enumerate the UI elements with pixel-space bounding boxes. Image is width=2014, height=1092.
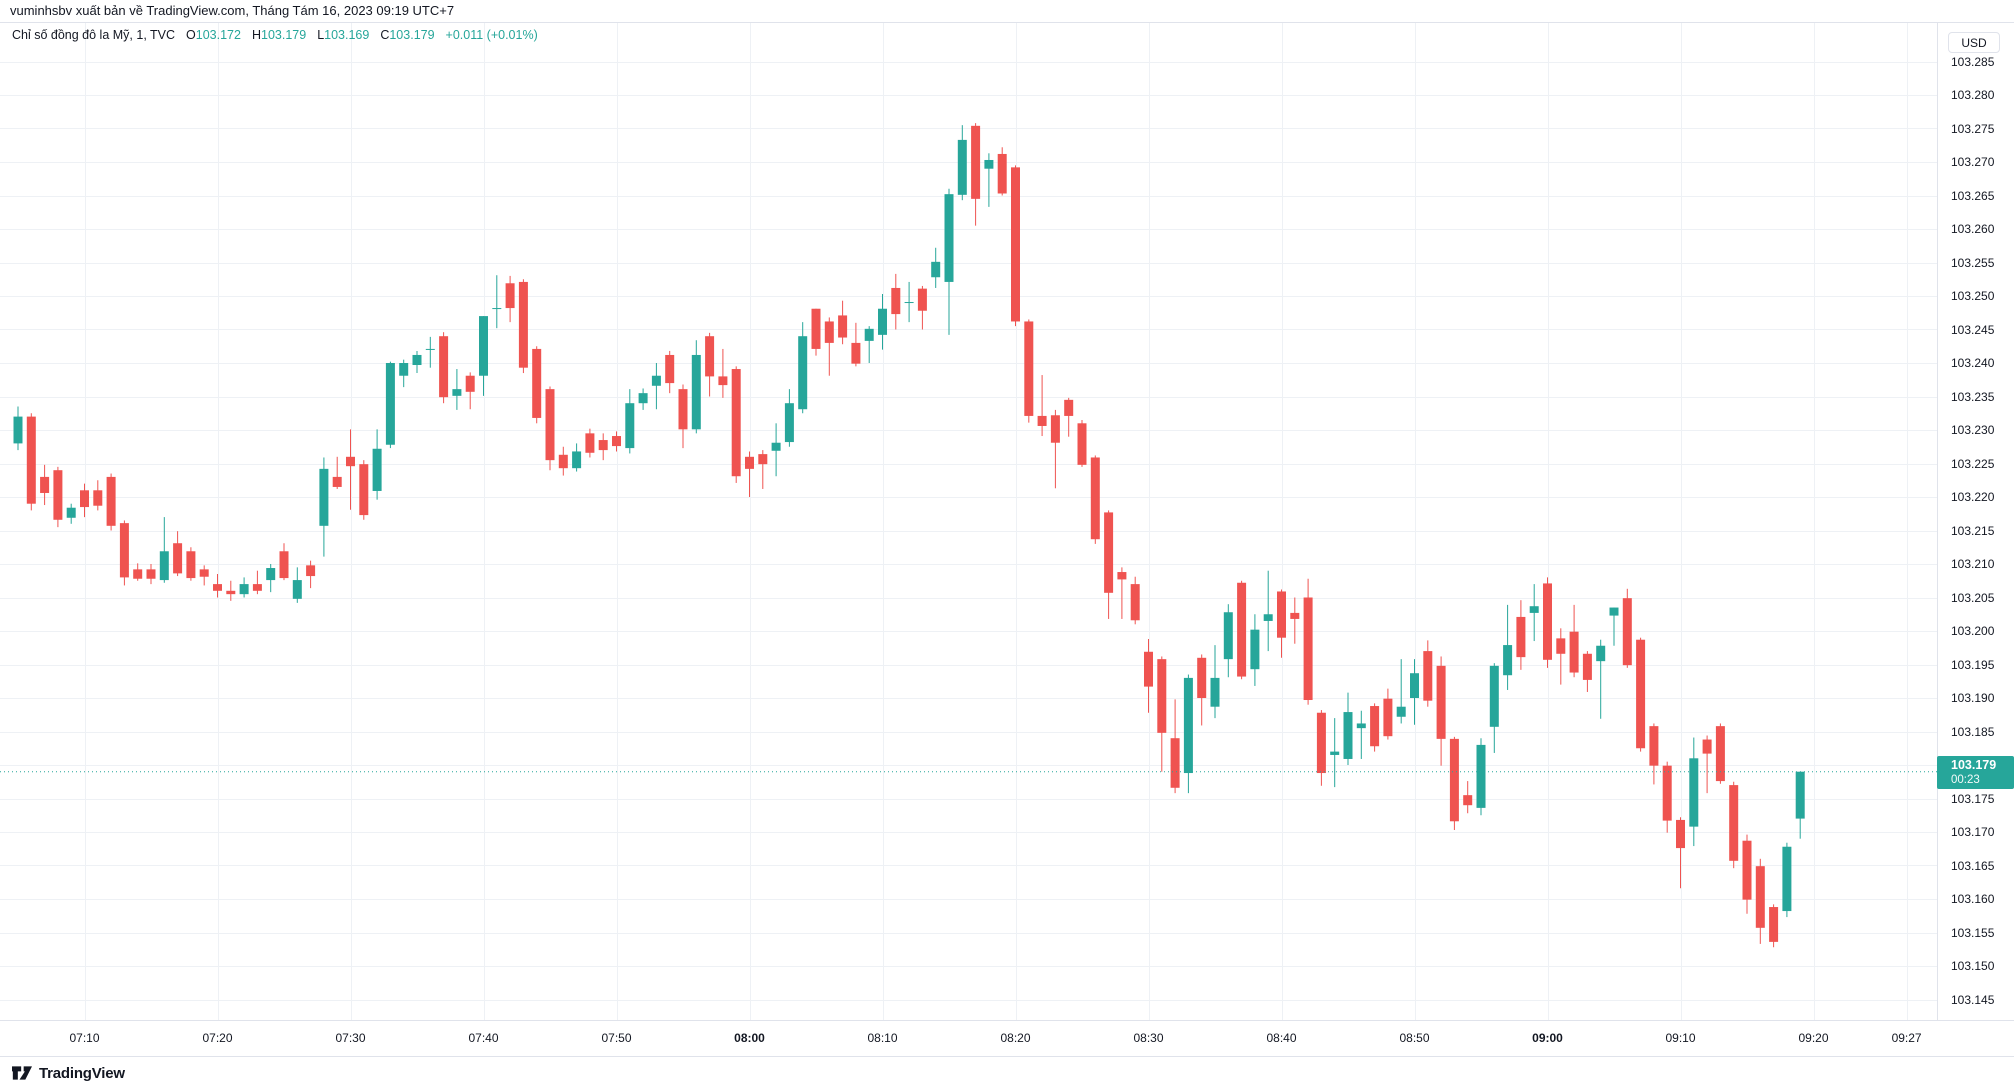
candles (13, 123, 1805, 948)
price-tick-label: 103.145 (1951, 992, 1995, 1007)
currency-unit-button[interactable]: USD (1948, 32, 2000, 53)
price-tick-label: 103.160 (1951, 892, 1995, 906)
price-tick-label: 103.210 (1951, 557, 1995, 571)
publish-bar: vuminhsbv xuất bản về TradingView.com, T… (0, 0, 2014, 22)
price-tick-label: 103.235 (1951, 389, 1995, 404)
price-axis-border (1937, 22, 1938, 1020)
price-tick-label: 103.150 (1951, 959, 1995, 973)
time-tick-label: 07:10 (69, 1031, 100, 1045)
price-tick-label: 103.155 (1951, 925, 1995, 940)
footer: TradingView (0, 1057, 2014, 1092)
symbol-title[interactable]: Chỉ số đồng đô la Mỹ, 1, TVC (12, 28, 176, 42)
price-tick-label: 103.260 (1951, 222, 1995, 236)
bar-countdown: 00:23 (1951, 773, 1980, 786)
price-tick-label: 103.200 (1951, 624, 1995, 638)
price-tick-label: 103.255 (1951, 255, 1995, 270)
tradingview-logo[interactable]: TradingView (10, 1063, 125, 1083)
time-tick-label: 07:50 (601, 1031, 632, 1045)
tradingview-logo-icon (12, 1066, 32, 1080)
price-tick-label: 103.280 (1951, 88, 1995, 102)
price-tick-label: 103.285 (1951, 54, 1995, 69)
last-price-value: 103.179 (1951, 757, 1997, 772)
pane-top-border (0, 22, 2014, 23)
time-tick-label: 07:20 (202, 1031, 233, 1045)
time-tick-label: 09:20 (1798, 1031, 1829, 1045)
time-tick-label: 08:50 (1399, 1031, 1430, 1045)
time-axis-border (0, 1020, 2014, 1021)
time-tick-label: 08:00 (734, 1031, 765, 1045)
price-tick-label: 103.250 (1951, 289, 1995, 303)
price-tick-label: 103.240 (1951, 356, 1995, 370)
time-tick-label: 09:10 (1665, 1031, 1696, 1045)
time-tick-label: 08:20 (1000, 1031, 1031, 1045)
price-tick-label: 103.220 (1951, 490, 1995, 504)
price-tick-label: 103.185 (1951, 724, 1995, 739)
time-tick-label: 08:10 (867, 1031, 898, 1045)
footer-border (0, 1056, 2014, 1057)
ohlc-close: C103.179 (380, 28, 435, 42)
price-tick-label: 103.195 (1951, 657, 1995, 672)
ohlc-low: L103.169 (317, 28, 370, 42)
price-tick-label: 103.165 (1951, 858, 1995, 873)
publish-info-text: vuminhsbv xuất bản về TradingView.com, T… (10, 3, 455, 18)
time-tick-label: 09:27 (1891, 1031, 1922, 1045)
time-tick-label: 08:30 (1133, 1031, 1164, 1045)
price-tick-label: 103.265 (1951, 188, 1995, 203)
chart-legend: Chỉ số đồng đô la Mỹ, 1, TVC O103.172 H1… (12, 28, 538, 42)
price-tick-label: 103.205 (1951, 590, 1995, 605)
price-tick-label: 103.175 (1951, 791, 1995, 806)
grid (0, 22, 1937, 1020)
time-tick-label: 08:40 (1266, 1031, 1297, 1045)
price-tick-label: 103.270 (1951, 155, 1995, 169)
time-tick-label: 07:40 (468, 1031, 499, 1045)
price-tick-label: 103.190 (1951, 691, 1995, 705)
price-tick-label: 103.275 (1951, 121, 1995, 136)
price-tick-label: 103.225 (1951, 456, 1995, 471)
price-tick-label: 103.245 (1951, 322, 1995, 337)
tradingview-logo-text: TradingView (39, 1064, 125, 1082)
ohlc-open: O103.172 (186, 28, 241, 42)
price-tick-label: 103.215 (1951, 523, 1995, 538)
change-value: +0.011 (+0.01%) (445, 28, 538, 42)
last-price-badge: 103.179 00:23 (1937, 755, 2014, 789)
time-tick-label: 07:30 (335, 1031, 366, 1045)
ohlc-high: H103.179 (251, 28, 307, 42)
time-tick-label: 09:00 (1532, 1031, 1563, 1045)
price-tick-label: 103.230 (1951, 423, 1995, 437)
price-tick-label: 103.170 (1951, 825, 1995, 839)
